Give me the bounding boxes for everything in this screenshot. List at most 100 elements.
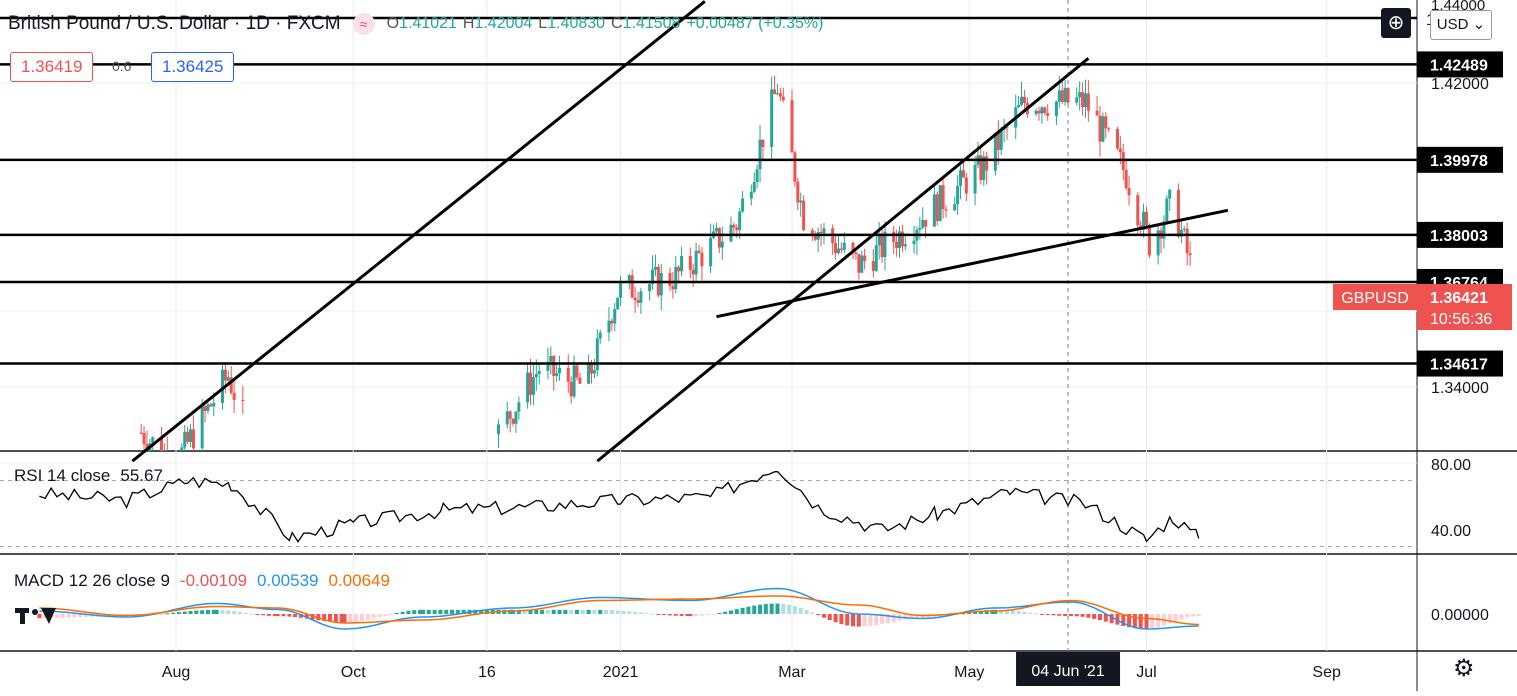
macd-histogram-bar xyxy=(1028,613,1032,614)
macd-histogram-bar xyxy=(183,612,187,614)
candle-body xyxy=(759,140,762,170)
data-source-icon[interactable]: ≈ xyxy=(353,13,375,35)
tradingview-logo-icon[interactable] xyxy=(15,604,57,628)
macd-histogram-bar xyxy=(1139,614,1143,629)
rsi-line xyxy=(39,472,1198,542)
macd-histogram-bar xyxy=(1133,614,1137,628)
candle-body xyxy=(709,238,712,267)
candle-body xyxy=(1128,188,1131,195)
candle-body xyxy=(872,261,875,271)
macd-histogram-bar xyxy=(366,614,370,620)
macd-histogram-bar xyxy=(1063,614,1067,616)
candle-body xyxy=(607,321,610,333)
gear-icon[interactable]: ⚙ xyxy=(1453,654,1475,683)
candle-body xyxy=(224,370,227,381)
macd-histogram-bar xyxy=(354,614,358,622)
sell-price-button[interactable]: 1.36419 xyxy=(10,52,93,82)
macd-histogram-bar xyxy=(735,609,739,614)
macd-histogram-bar xyxy=(372,614,376,619)
macd-histogram-bar xyxy=(377,614,381,617)
ohlc-values: O1.41021 H1.42004 L1.40830 C1.41508 +0.0… xyxy=(387,15,824,33)
macd-histogram-bar xyxy=(206,610,210,614)
candle-body xyxy=(201,406,204,448)
candle-body xyxy=(189,429,192,442)
rsi-tick: 80.00 xyxy=(1431,457,1471,474)
rsi-label[interactable]: RSI 14 close xyxy=(14,466,110,486)
macd-pane xyxy=(37,589,1200,630)
candle-body xyxy=(552,356,555,376)
candle-body xyxy=(799,201,802,203)
macd-signal-value: 0.00649 xyxy=(328,571,389,591)
price-axis-bg xyxy=(1418,0,1517,691)
candle-body xyxy=(1189,253,1192,255)
symbol-title[interactable]: British Pound / U.S. Dollar · 1D · FXCM xyxy=(8,13,341,35)
candle-body xyxy=(904,244,907,246)
close-value: 1.41508 xyxy=(623,15,681,32)
macd-histogram-bar xyxy=(746,607,750,614)
macd-histogram-bar xyxy=(194,611,198,614)
macd-histogram-bar xyxy=(334,614,338,622)
candle-body xyxy=(820,232,823,233)
candle-body xyxy=(837,249,840,253)
candle-body xyxy=(233,393,236,400)
macd-hist-value: -0.00109 xyxy=(180,571,247,591)
add-plus-icon[interactable]: ⊕ xyxy=(1381,8,1411,38)
time-tick: Mar xyxy=(778,664,806,681)
candle-body xyxy=(985,156,988,170)
macd-histogram-bar xyxy=(793,606,797,614)
trend-lines xyxy=(132,1,1227,461)
macd-histogram-bar xyxy=(581,610,585,614)
macd-histogram-bar xyxy=(656,614,660,615)
candle-body xyxy=(555,373,558,376)
macd-histogram-bar xyxy=(706,614,710,615)
macd-histogram-bar xyxy=(200,610,204,614)
macd-histogram-bar xyxy=(1144,614,1148,629)
currency-select[interactable]: USD ⌄ xyxy=(1430,10,1492,40)
macd-tick: 0.00000 xyxy=(1431,607,1489,624)
candle-body xyxy=(994,133,997,171)
candles xyxy=(140,76,1192,451)
time-tick: Jul xyxy=(1136,664,1156,681)
candle-body xyxy=(1020,97,1023,105)
candle-body xyxy=(1116,129,1119,149)
candle-body xyxy=(942,185,945,209)
candle-body xyxy=(512,419,515,424)
macd-histogram-bar xyxy=(552,610,556,614)
macd-histogram-bar xyxy=(752,606,756,614)
macd-histogram-bar xyxy=(828,614,832,620)
candle-body xyxy=(1017,105,1020,107)
candle-body xyxy=(1186,229,1189,254)
candle-body xyxy=(186,432,189,442)
macd-histogram-bar xyxy=(1168,614,1172,623)
candle-body xyxy=(959,170,962,186)
macd-histogram-bar xyxy=(604,610,608,614)
macd-label[interactable]: MACD 12 26 close 9 xyxy=(14,571,170,591)
candle-body xyxy=(875,245,878,271)
candle-body xyxy=(1125,170,1128,188)
currency-label: USD xyxy=(1437,16,1469,33)
candle-body xyxy=(1000,130,1003,150)
open-value: 1.41021 xyxy=(399,15,457,32)
spread-value: 0.6 xyxy=(112,52,131,80)
candle-body xyxy=(698,251,701,253)
macd-histogram-bar xyxy=(406,611,410,614)
macd-histogram-bar xyxy=(563,610,567,614)
macd-histogram-bar xyxy=(575,610,579,614)
macd-histogram-bar xyxy=(781,604,785,614)
candle-body xyxy=(535,374,538,377)
candle-body xyxy=(843,243,846,250)
buy-price-button[interactable]: 1.36425 xyxy=(151,52,234,82)
macd-histogram-bar xyxy=(1185,614,1189,618)
candle-body xyxy=(575,365,578,377)
price-tick: 1.42000 xyxy=(1431,76,1489,93)
candle-body xyxy=(700,253,703,266)
macd-histogram-bar xyxy=(822,614,826,618)
macd-histogram-bar xyxy=(215,610,219,614)
macd-histogram-bar xyxy=(1022,612,1026,614)
macd-histogram-bar xyxy=(688,614,692,616)
macd-histogram-bar xyxy=(72,614,76,617)
candle-body xyxy=(718,228,721,248)
candle-body xyxy=(637,300,640,303)
candle-body xyxy=(776,93,779,94)
macd-histogram-bar xyxy=(534,610,538,614)
